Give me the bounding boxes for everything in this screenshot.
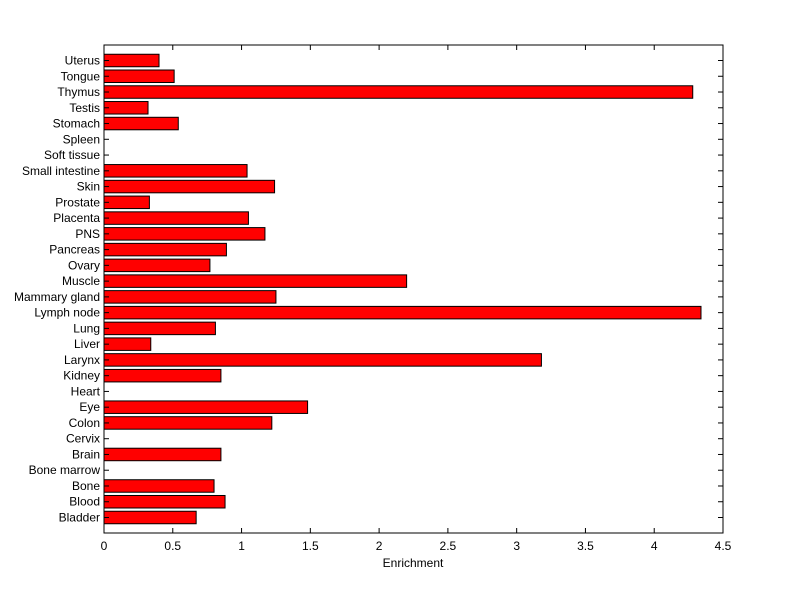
y-tick-label-bladder: Bladder <box>59 511 100 525</box>
bar-bone <box>103 479 215 493</box>
y-tick-label-prostate: Prostate <box>55 195 100 209</box>
x-tick-label-3_5: 3.5 <box>577 539 594 553</box>
x-tick-label-0: 0 <box>101 539 108 553</box>
x-tick-label-2_5: 2.5 <box>440 539 457 553</box>
bar-stomach <box>103 116 179 131</box>
bar-pns <box>103 227 266 241</box>
x-tick-label-4_5: 4.5 <box>715 539 732 553</box>
y-tick-label-cervix: Cervix <box>66 432 100 446</box>
bar-uterus <box>103 53 160 68</box>
bar-testis <box>103 101 149 115</box>
y-tick-label-spleen: Spleen <box>63 132 100 146</box>
y-tick-label-thymus: Thymus <box>57 85 100 99</box>
y-tick-label-kidney: Kidney <box>63 369 100 383</box>
x-tick-label-1_5: 1.5 <box>302 539 319 553</box>
bar-brain <box>103 447 222 462</box>
x-tick-label-2: 2 <box>376 539 383 553</box>
y-tick-label-soft-tissue: Soft tissue <box>44 148 100 162</box>
y-tick-label-brain: Brain <box>72 447 100 461</box>
bar-liver <box>103 337 152 351</box>
bar-bladder <box>103 510 197 525</box>
bar-blood <box>103 494 226 509</box>
bar-thymus <box>103 85 694 99</box>
y-tick-label-colon: Colon <box>69 416 100 430</box>
x-tick-label-4: 4 <box>651 539 658 553</box>
y-tick-label-placenta: Placenta <box>53 211 100 225</box>
y-tick-label-liver: Liver <box>74 337 100 351</box>
bar-prostate <box>103 195 150 210</box>
y-tick-label-tongue: Tongue <box>61 69 101 83</box>
bar-colon <box>103 416 273 430</box>
x-axis-label: Enrichment <box>383 556 444 570</box>
bar-placenta <box>103 211 249 225</box>
y-tick-label-blood: Blood <box>69 495 100 509</box>
y-tick-label-heart: Heart <box>71 384 101 398</box>
x-ticks-group: 0 0.5 1 1.5 2 2.5 3 3.5 4 4.5 <box>101 45 732 553</box>
y-tick-label-skin: Skin <box>77 180 100 194</box>
plot-frame <box>103 44 724 534</box>
bar-pancreas <box>103 242 227 257</box>
bar-eye <box>103 400 309 414</box>
bar-small-intestine <box>103 164 248 178</box>
y-tick-label-pns: PNS <box>75 227 100 241</box>
bar-lung <box>103 321 216 336</box>
bar-tongue <box>103 69 175 84</box>
bar-ovary <box>103 258 211 273</box>
y-tick-label-mammary-gland: Mammary gland <box>14 290 100 304</box>
y-tick-label-testis: Testis <box>69 101 100 115</box>
x-tick-label-1: 1 <box>238 539 245 553</box>
y-tick-label-eye: Eye <box>79 400 100 414</box>
y-tick-label-uterus: Uterus <box>65 54 100 68</box>
y-tick-label-pancreas: Pancreas <box>49 243 100 257</box>
y-tick-label-small-intestine: Small intestine <box>22 164 100 178</box>
y-tick-label-stomach: Stomach <box>53 117 100 131</box>
y-tick-label-bone-marrow: Bone marrow <box>29 463 101 477</box>
x-tick-label-3: 3 <box>513 539 520 553</box>
bar-mammary-gland <box>103 290 277 304</box>
bar-skin <box>103 179 276 194</box>
y-tick-label-bone: Bone <box>72 479 100 493</box>
bar-muscle <box>103 274 408 288</box>
bar-larynx <box>103 353 542 367</box>
y-tick-label-lung: Lung <box>73 321 100 335</box>
y-tick-label-lymph-node: Lymph node <box>34 306 100 320</box>
bar-lymph-node <box>103 305 702 320</box>
y-tick-label-muscle: Muscle <box>62 274 100 288</box>
bar-kidney <box>103 368 222 383</box>
y-tick-label-larynx: Larynx <box>64 353 100 367</box>
x-tick-label-0_5: 0.5 <box>164 539 181 553</box>
y-tick-label-ovary: Ovary <box>68 258 100 272</box>
